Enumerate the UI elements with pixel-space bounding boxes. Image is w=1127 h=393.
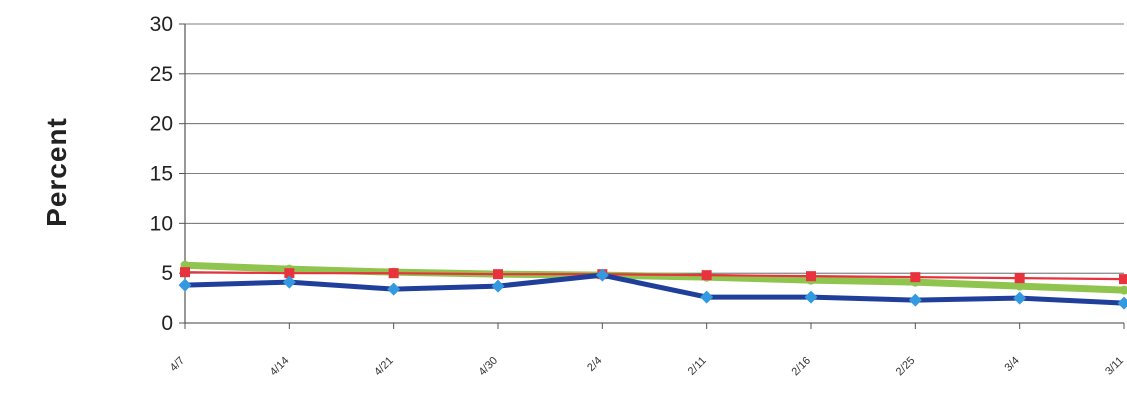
x-tick-label: 4/7 [168, 355, 187, 374]
series-3-point [491, 279, 505, 293]
y-tick-label: 10 [150, 212, 173, 235]
series-2-point [284, 268, 295, 279]
series-2-point [388, 268, 399, 279]
x-tick-label: 2/4 [585, 355, 604, 374]
y-tick-label: 25 [150, 63, 173, 86]
y-tick-label: 0 [161, 312, 173, 335]
series-line-2 [184, 271, 1125, 281]
series-line-3 [184, 272, 1125, 306]
x-tick-label: 2/25 [894, 355, 918, 379]
series-2-point [493, 269, 503, 280]
series-3-point [595, 268, 609, 282]
series-2-point [701, 270, 712, 281]
series-3-point [1117, 296, 1127, 310]
x-tick-labels: 4/7 4/14 4/21 4/30 2/4 2/11 2/16 2/25 3/4 3/11 [168, 323, 1126, 378]
x-tick-label: 3/11 [1103, 355, 1126, 378]
x-tick-label: 4/21 [372, 355, 396, 379]
x-tick-label: 4/30 [476, 355, 500, 379]
x-tick-label: 4/14 [268, 355, 292, 379]
x-tick-label: 2/16 [789, 355, 813, 379]
y-tick-label: 20 [150, 113, 173, 136]
series-3-point [700, 290, 714, 304]
series-1-point [1015, 281, 1025, 291]
series-line-1 [184, 261, 1125, 294]
x-tick-label: 3/4 [1002, 355, 1021, 374]
series-3-point [908, 293, 922, 307]
y-axis-label: Percent [41, 117, 72, 227]
x-tick-label: 2/11 [686, 355, 709, 378]
series-2-point [910, 272, 921, 283]
series-3-point [387, 282, 401, 296]
series-3-point [804, 290, 818, 304]
series-2-point [1014, 273, 1025, 284]
y-tick-labels: 0 5 10 15 20 25 30 [150, 13, 173, 335]
series-3-point [1013, 291, 1027, 305]
series-3-point [282, 275, 296, 289]
series-2-point [180, 267, 190, 278]
series-1-point [1119, 285, 1127, 295]
y-tick-label: 5 [161, 262, 173, 285]
series-3-point [178, 278, 192, 292]
y-tick-label: 15 [150, 163, 173, 186]
series-group [178, 260, 1127, 310]
y-tick-label: 30 [150, 13, 173, 36]
series-2-point [1119, 274, 1127, 285]
series-2-point [806, 271, 816, 282]
